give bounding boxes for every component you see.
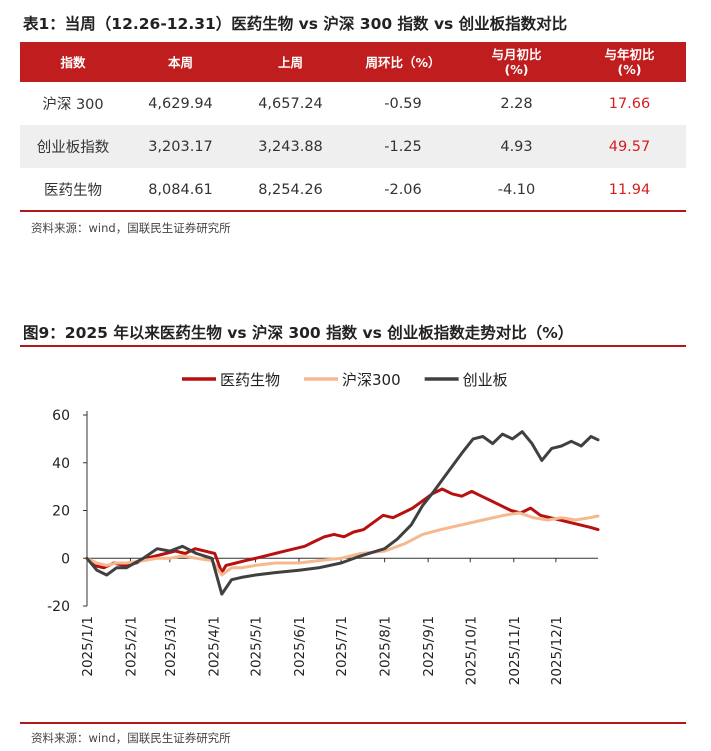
- header-index: 指数: [20, 42, 126, 82]
- chart-title-rule: [20, 345, 686, 347]
- index-comparison-table: 指数 本周 上周 周环比（%） 与月初比 (%) 与年初比 (%) 沪深 300…: [20, 42, 686, 211]
- row-name: 医药生物: [44, 183, 102, 199]
- x-tick-label: 2025/10/1: [463, 616, 479, 685]
- row-ytd: 11.94: [608, 181, 651, 198]
- chart-title: 图9：2025 年以来医药生物 vs 沪深 300 指数 vs 创业板指数走势对…: [23, 324, 574, 342]
- x-tick-label: 2025/5/1: [248, 616, 264, 677]
- y-tick-label: 0: [61, 551, 70, 567]
- y-tick-label: -20: [47, 599, 70, 615]
- row-ytd: 17.66: [608, 95, 651, 112]
- chart-bottom-rule: [20, 722, 686, 724]
- header-this-week: 本周: [126, 42, 235, 82]
- header-last-week: 上周: [235, 42, 346, 82]
- row-wow: -1.25: [346, 125, 460, 168]
- row-wow: -0.59: [384, 95, 422, 112]
- table-row: 创业板指数 3,203.17 3,243.88 -1.25 4.93 49.57: [20, 125, 686, 168]
- table-header-row: 指数 本周 上周 周环比（%） 与月初比 (%) 与年初比 (%): [20, 42, 686, 82]
- table-source: 资料来源：wind，国联民生证券研究所: [31, 221, 231, 235]
- row-wow: -2.06: [384, 181, 422, 198]
- x-tick-label: 2025/11/1: [507, 616, 523, 685]
- x-tick-label: 2025/9/1: [421, 616, 437, 677]
- series-line: [85, 487, 600, 575]
- x-tick-label: 2025/7/1: [334, 616, 350, 677]
- legend-label: 医药生物: [220, 371, 280, 389]
- y-tick-label: 60: [52, 408, 70, 424]
- row-this-week: 8,084.61: [148, 181, 213, 198]
- table-row: 沪深 300 4,629.94 4,657.24 -0.59 2.28 17.6…: [20, 82, 686, 125]
- legend-label: 沪深300: [342, 371, 401, 389]
- chart-source: 资料来源：wind，国联民生证券研究所: [31, 731, 231, 745]
- series-line: [85, 430, 600, 596]
- table-bottom-rule: [20, 210, 686, 212]
- row-last-week: 8,254.26: [258, 181, 323, 198]
- x-tick-label: 2025/3/1: [163, 616, 179, 677]
- x-tick-label: 2025/2/1: [124, 616, 140, 677]
- x-tick-label: 2025/8/1: [378, 616, 394, 677]
- row-mtd: -4.10: [497, 181, 536, 198]
- row-this-week: 4,629.94: [148, 95, 213, 112]
- x-tick-label: 2025/4/1: [206, 616, 222, 677]
- row-name: 创业板指数: [20, 125, 126, 168]
- table-title: 表1：当周（12.26-12.31）医药生物 vs 沪深 300 指数 vs 创…: [23, 15, 568, 33]
- row-last-week: 4,657.24: [258, 95, 323, 112]
- row-mtd: 2.28: [500, 95, 533, 112]
- row-mtd: 4.93: [460, 125, 573, 168]
- y-tick-label: 20: [52, 504, 70, 520]
- legend-label: 创业板: [463, 371, 508, 389]
- row-name: 沪深 300: [42, 97, 104, 113]
- row-last-week: 3,243.88: [235, 125, 346, 168]
- series-line: [85, 511, 600, 577]
- header-ytd: 与年初比 (%): [573, 42, 686, 82]
- y-tick-label: 40: [52, 456, 70, 472]
- row-this-week: 3,203.17: [126, 125, 235, 168]
- x-tick-label: 2025/1/1: [80, 616, 96, 677]
- x-tick-label: 2025/6/1: [292, 616, 308, 677]
- table-row: 医药生物 8,084.61 8,254.26 -2.06 -4.10 11.94: [20, 168, 686, 211]
- row-ytd: 49.57: [573, 125, 686, 168]
- header-wow: 周环比（%）: [346, 42, 460, 82]
- header-mtd: 与月初比 (%): [460, 42, 573, 82]
- x-tick-label: 2025/12/1: [549, 616, 565, 685]
